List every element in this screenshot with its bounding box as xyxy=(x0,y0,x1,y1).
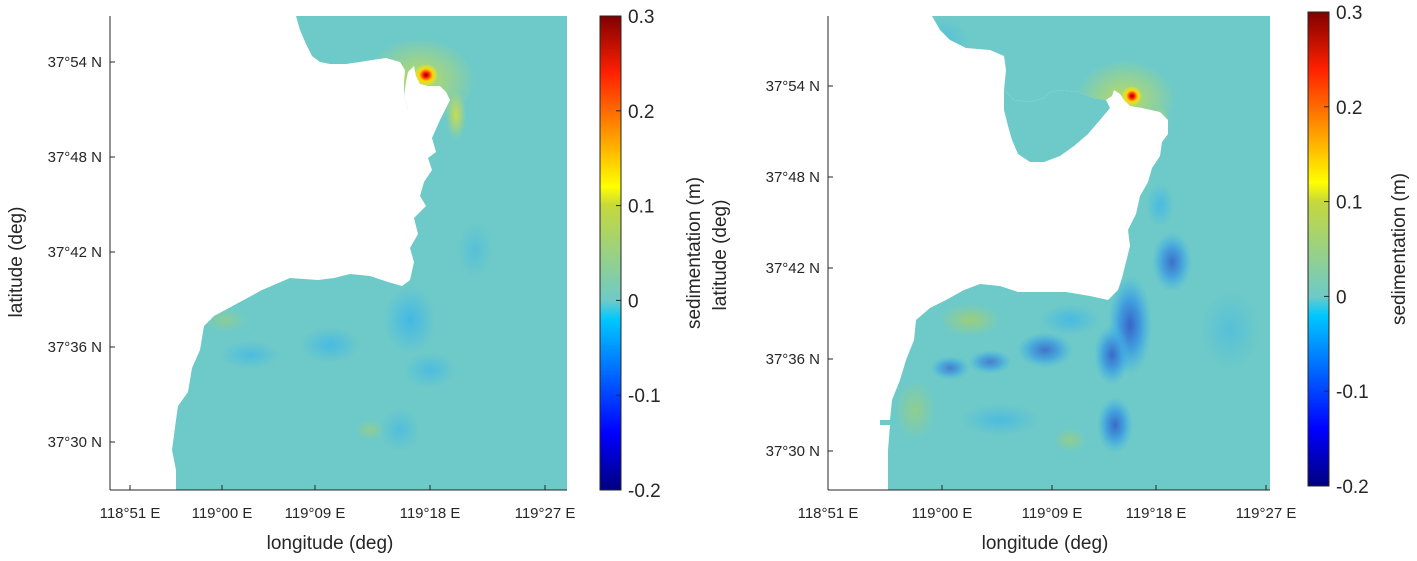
x-tick-label: 119°27 E xyxy=(515,505,576,522)
colorbar-tick-label: 0.2 xyxy=(1336,98,1362,119)
left-erosion-patch xyxy=(457,222,493,278)
left-colorbar: 0.3 0.2 0.1 0 -0.1 -0.2 sedimentation (m) xyxy=(599,7,705,502)
colorbar-tick-label: 0.3 xyxy=(1336,3,1362,24)
right-erosion-patch xyxy=(1097,397,1133,453)
left-axes: 37°54 N 37°48 N 37°42 N 37°36 N 37°30 N 118°… xyxy=(6,16,575,554)
right-erosion-patch xyxy=(1200,290,1260,370)
left-erosion-patch xyxy=(380,408,420,452)
y-tick-label: 37°54 N xyxy=(48,54,102,71)
x-tick-label: 118°51 E xyxy=(798,505,859,522)
left-xlabel: longitude (deg) xyxy=(267,533,394,554)
left-erosion-patch xyxy=(300,327,360,363)
right-erosion-patch xyxy=(1152,232,1192,292)
colorbar-tick-label: -0.1 xyxy=(1336,382,1369,403)
colorbar-tick-label: 0 xyxy=(1336,287,1347,308)
x-tick-label: 119°09 E xyxy=(285,505,346,522)
left-deposition-patch xyxy=(356,420,384,440)
right-erosion-patch xyxy=(960,404,1040,436)
left-colorbar-gradient xyxy=(599,15,622,491)
left-headland xyxy=(404,66,450,120)
right-deposition-patch xyxy=(940,304,1000,336)
right-axes: 37°54 N 37°48 N 37°42 N 37°36 N 37°30 N 118°… xyxy=(710,16,1296,554)
left-deposition-strip xyxy=(446,91,466,139)
y-tick-label: 37°42 N xyxy=(766,260,820,277)
colorbar-tick-label: -0.1 xyxy=(628,386,661,407)
right-erosion-patch xyxy=(1094,325,1130,385)
right-erosion-patch xyxy=(930,356,970,380)
right-colorbar-gradient xyxy=(1307,11,1330,487)
left-map-panel xyxy=(110,16,567,490)
right-colorbar-label: sedimentation (m) xyxy=(1389,173,1410,325)
colorbar-tick-label: 0.1 xyxy=(1336,193,1362,214)
right-erosion-patch xyxy=(1146,183,1174,227)
right-erosion-patch xyxy=(1017,332,1073,368)
x-tick-label: 118°51 E xyxy=(100,505,161,522)
right-deposition-max xyxy=(1122,86,1142,106)
right-deposition-patch xyxy=(895,380,935,440)
left-ylabel: latitude (deg) xyxy=(6,207,27,318)
left-erosion-patch xyxy=(404,352,456,388)
y-tick-label: 37°48 N xyxy=(766,169,820,186)
colorbar-tick-label: -0.2 xyxy=(1336,477,1369,498)
colorbar-tick-label: 0.1 xyxy=(628,197,654,218)
x-tick-label: 119°18 E xyxy=(1126,505,1187,522)
x-tick-label: 119°00 E xyxy=(912,505,973,522)
y-tick-label: 37°42 N xyxy=(48,244,102,261)
right-deposition-patch xyxy=(1054,428,1086,452)
right-erosion-patch xyxy=(1040,304,1100,336)
colorbar-tick-label: 0 xyxy=(628,291,639,312)
left-erosion-patch xyxy=(220,341,280,369)
y-tick-label: 37°30 N xyxy=(48,434,102,451)
x-tick-label: 119°27 E xyxy=(1236,505,1297,522)
colorbar-tick-label: 0.2 xyxy=(628,102,654,123)
left-erosion-patch xyxy=(384,286,436,354)
y-tick-label: 37°36 N xyxy=(766,351,820,368)
right-map-panel xyxy=(828,16,1270,490)
y-tick-label: 37°54 N xyxy=(766,78,820,95)
right-bay xyxy=(1004,90,1110,162)
right-colorbar: 0.3 0.2 0.1 0 -0.1 -0.2 sedimentation (m) xyxy=(1307,3,1410,498)
x-tick-label: 119°18 E xyxy=(400,505,461,522)
right-xlabel: longitude (deg) xyxy=(982,533,1109,554)
x-tick-label: 119°09 E xyxy=(1022,505,1083,522)
left-colorbar-label: sedimentation (m) xyxy=(684,177,705,329)
x-tick-label: 119°00 E xyxy=(192,505,253,522)
colorbar-tick-label: -0.2 xyxy=(628,481,661,502)
right-ylabel: latitude (deg) xyxy=(710,200,731,311)
colorbar-tick-label: 0.3 xyxy=(628,7,654,28)
right-erosion-patch xyxy=(968,350,1012,374)
y-tick-label: 37°48 N xyxy=(48,149,102,166)
left-land-mass xyxy=(110,16,440,490)
left-deposition-max xyxy=(414,64,438,86)
y-tick-label: 37°36 N xyxy=(48,339,102,356)
y-tick-label: 37°30 N xyxy=(766,443,820,460)
